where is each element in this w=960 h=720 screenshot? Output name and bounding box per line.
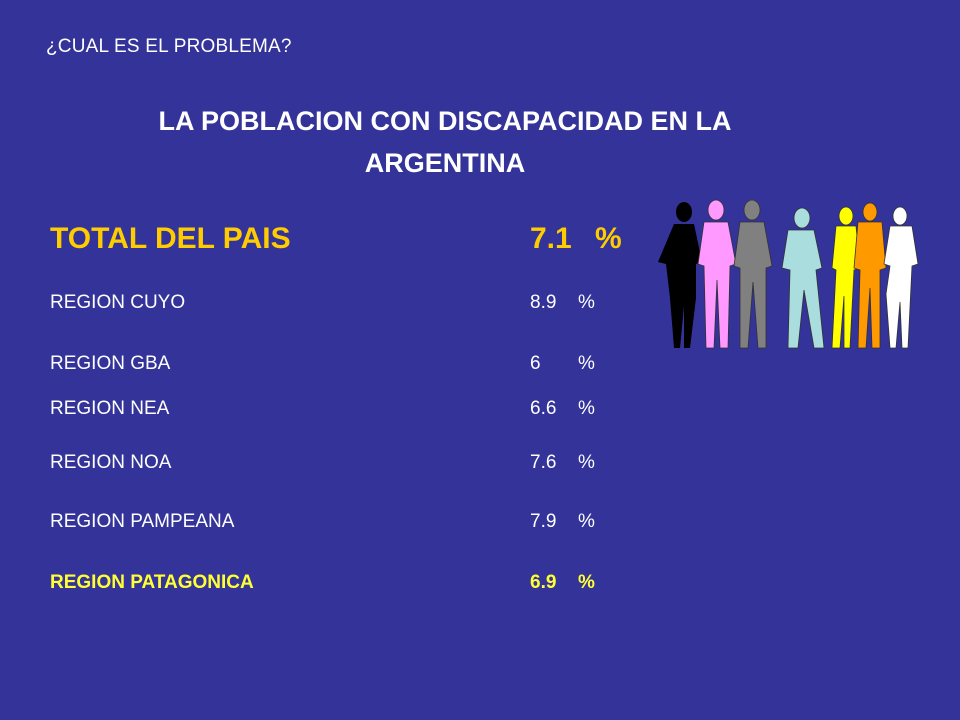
region-unit: % [578,572,595,593]
region-label: REGION NOA [50,452,172,473]
region-label: REGION CUYO [50,292,186,313]
region-unit: % [578,398,595,419]
person-pink-icon [697,199,737,349]
slide-title: LA POBLACION CON DISCAPACIDAD EN LA ARGE… [90,100,800,184]
region-unit: % [578,452,595,473]
person-orange-icon [853,202,887,349]
region-value: 6.6 [530,398,557,419]
region-label: REGION NEA [50,398,170,419]
region-unit: % [578,511,595,532]
total-value: 7.1 [530,222,572,255]
region-value: 6 [530,353,541,374]
person-black-icon [658,202,702,348]
region-value: 8.9 [530,292,557,313]
slide-question: ¿CUAL ES EL PROBLEMA? [46,36,292,57]
total-unit: % [595,222,622,255]
region-value: 7.6 [530,452,557,473]
title-line-1: LA POBLACION CON DISCAPACIDAD EN LA [158,106,732,136]
region-label: REGION PAMPEANA [50,511,235,532]
person-lightblue-icon [781,207,825,349]
title-line-2: ARGENTINA [364,148,526,178]
region-unit: % [578,292,595,313]
person-yellow-icon [831,206,861,349]
person-white-icon [883,206,919,349]
region-label: REGION PATAGONICA [50,572,254,593]
region-value: 7.9 [530,511,557,532]
total-label: TOTAL DEL PAIS [50,222,291,255]
region-unit: % [578,353,595,374]
person-gray-icon [733,199,773,349]
region-label: REGION GBA [50,353,171,374]
people-group-icon [658,199,919,349]
region-value: 6.9 [530,572,557,593]
